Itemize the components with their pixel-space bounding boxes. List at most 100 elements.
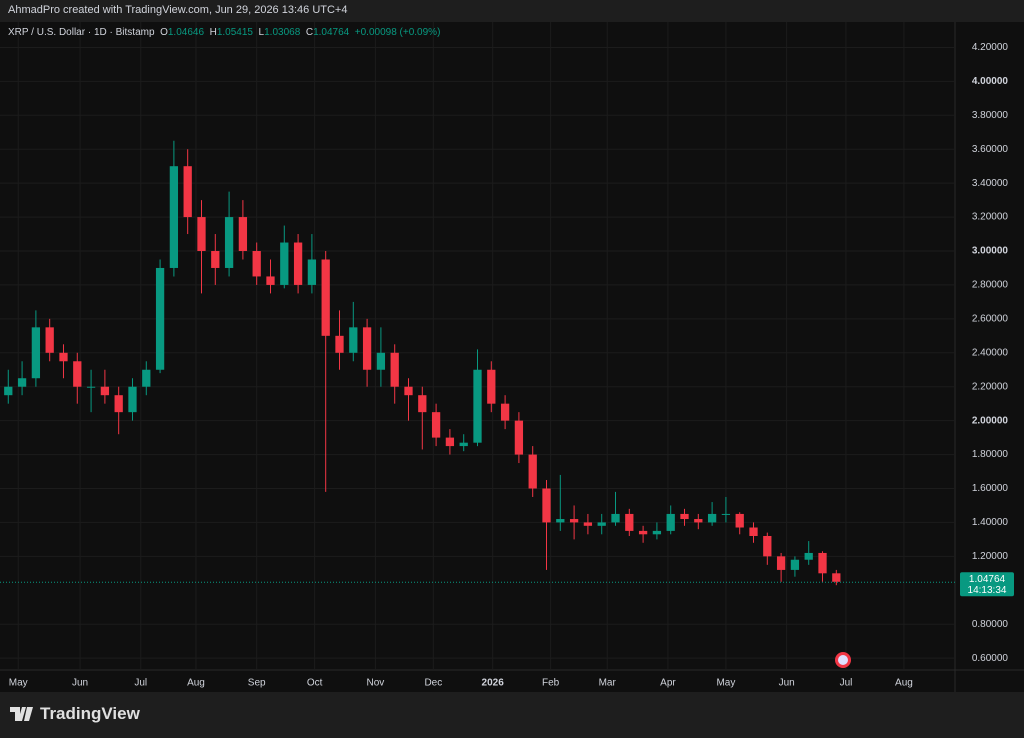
- candle-body: [335, 335, 344, 353]
- change: +0.00098 (+0.09%): [354, 27, 441, 38]
- candle-body: [487, 369, 496, 404]
- candle-body: [804, 552, 813, 560]
- y-tick-label: 2.40000: [972, 347, 1009, 358]
- candle-body: [776, 556, 786, 570]
- value: 1.05415: [216, 27, 253, 38]
- candle-body: [583, 522, 593, 526]
- candle-body: [818, 552, 827, 574]
- candle-body: [611, 513, 620, 523]
- y-tick-label: 4.00000: [972, 76, 1009, 87]
- candle-body: [763, 535, 772, 557]
- countdown: 14:13:34: [968, 585, 1007, 596]
- candle-body: [418, 395, 427, 413]
- x-tick-label: Apr: [660, 678, 676, 689]
- candle-body: [266, 276, 275, 285]
- candle-body: [376, 352, 386, 370]
- x-tick-label: 2026: [482, 678, 505, 689]
- candle-body: [445, 437, 455, 447]
- candle-body: [790, 559, 800, 570]
- y-tick-label: 1.20000: [972, 551, 1009, 562]
- candle-body: [500, 403, 510, 421]
- candle-body: [832, 573, 841, 582]
- x-tick-label: May: [716, 678, 735, 689]
- y-tick-label: 3.20000: [972, 212, 1009, 223]
- label: O: [160, 27, 168, 38]
- candle-body: [73, 361, 82, 387]
- candle-body: [86, 386, 96, 388]
- candle-body: [252, 251, 261, 277]
- y-tick-label: 0.80000: [972, 619, 1009, 630]
- chart-bg: [0, 22, 1024, 692]
- candle-body: [625, 513, 634, 531]
- candle-body: [142, 369, 151, 387]
- candle-body: [597, 522, 606, 526]
- candle-body: [17, 378, 27, 387]
- candle-body: [721, 513, 731, 515]
- candle-body: [707, 513, 717, 523]
- value: 1.03068: [264, 27, 301, 38]
- x-tick-label: Jun: [72, 678, 88, 689]
- y-tick-label: 2.00000: [972, 415, 1009, 426]
- x-tick-label: Oct: [307, 678, 323, 689]
- candle-body: [569, 519, 579, 523]
- candle-body: [390, 352, 399, 387]
- y-tick-label: 3.60000: [972, 144, 1009, 155]
- x-tick-label: Nov: [366, 678, 384, 689]
- candle-body: [224, 217, 234, 268]
- candle-body: [652, 530, 662, 535]
- candle-body: [183, 166, 192, 218]
- y-tick-label: 3.40000: [972, 178, 1009, 189]
- candle-body: [4, 386, 13, 396]
- y-tick-label: 1.80000: [972, 449, 1009, 460]
- candle-body: [31, 327, 41, 379]
- x-tick-label: Dec: [424, 678, 442, 689]
- candle-body: [321, 259, 330, 336]
- candle-body: [349, 327, 358, 353]
- candle-body: [114, 395, 123, 413]
- x-tick-label: Jul: [840, 678, 853, 689]
- chart: 0.60000 0.80000 1.20000 1.40000 1.60000 1.800…: [0, 22, 1024, 692]
- y-tick-label: 3.00000: [972, 246, 1009, 257]
- candle-body: [528, 454, 537, 489]
- footer: TradingView: [10, 704, 140, 724]
- y-tick-label: 4.20000: [972, 42, 1009, 53]
- candle-body: [280, 242, 289, 285]
- candle-body: [473, 369, 482, 443]
- y-tick-label: 2.60000: [972, 313, 1009, 324]
- candle-body: [542, 488, 551, 523]
- logo: [10, 707, 33, 721]
- header: AhmadPro created with TradingView.com, J…: [8, 4, 348, 16]
- label: L: [258, 27, 265, 38]
- x-tick-label: Jun: [779, 678, 795, 689]
- event-icon: [838, 655, 848, 665]
- candle-body: [59, 352, 68, 362]
- x-tick-label: Feb: [542, 678, 560, 689]
- candle-body: [238, 217, 248, 252]
- value: 1.04764: [313, 27, 350, 38]
- y-tick-label: 1.60000: [972, 483, 1009, 494]
- label: C: [305, 27, 314, 38]
- x-tick-label: Jul: [134, 678, 147, 689]
- value: 1.04646: [167, 27, 205, 38]
- candle-body: [45, 327, 54, 353]
- candle-body: [514, 420, 524, 455]
- candle-body: [307, 259, 317, 285]
- candle-body: [556, 519, 565, 523]
- brand: TradingView: [40, 704, 140, 723]
- candle-body: [293, 242, 303, 285]
- symbol: XRP / U.S. Dollar · 1D · Bitstamp: [8, 27, 155, 38]
- x-tick-label: Mar: [599, 678, 617, 689]
- candle-body: [155, 267, 165, 370]
- candle-body: [749, 527, 758, 536]
- x-tick-label: May: [9, 678, 28, 689]
- y-tick-label: 3.80000: [972, 110, 1009, 121]
- candle-body: [694, 519, 703, 523]
- candle-body: [211, 251, 220, 268]
- candle-body: [100, 386, 110, 396]
- y-tick-label: 1.40000: [972, 517, 1009, 528]
- legend: XRP / U.S. Dollar · 1D · Bitstamp O1.046…: [8, 27, 440, 38]
- y-tick-label: 2.20000: [972, 381, 1009, 392]
- candle-body: [431, 412, 441, 438]
- candle-body: [404, 386, 413, 396]
